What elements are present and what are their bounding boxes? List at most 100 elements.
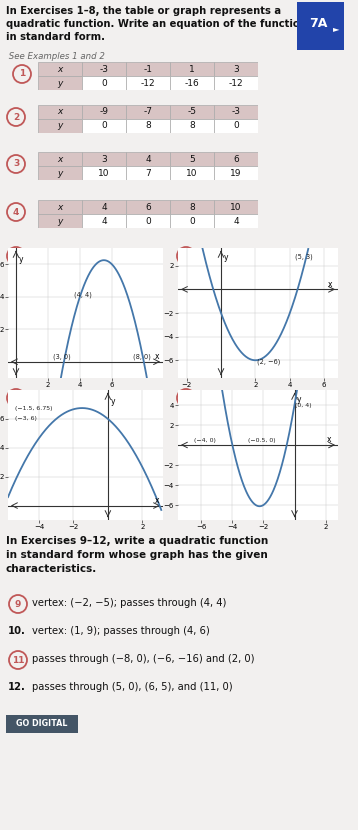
Text: (8, 0): (8, 0) [133,354,150,360]
Bar [170,119,214,133]
Text: 7: 7 [13,393,19,403]
Bar [82,105,126,119]
Text: (2, −6): (2, −6) [257,359,281,365]
Text: 0: 0 [101,79,107,87]
Text: y: y [57,79,63,87]
Text: x: x [57,154,63,164]
Text: ►: ► [333,23,340,32]
Text: In Exercises 9–12, write a quadratic function
in standard form whose graph has t: In Exercises 9–12, write a quadratic fun… [6,536,268,574]
Text: 0: 0 [233,121,239,130]
Text: 7: 7 [145,168,151,178]
Text: 9: 9 [15,599,21,608]
Text: x: x [57,203,63,212]
Text: 7A: 7A [309,17,327,30]
Text: 11: 11 [12,656,24,665]
Text: 8: 8 [183,393,189,403]
Text: y: y [297,395,301,404]
Text: 4: 4 [145,154,151,164]
Bar [170,200,214,214]
Bar [170,152,214,166]
Bar [214,105,258,119]
Text: x: x [327,435,332,444]
Bar [38,105,82,119]
Text: 4: 4 [101,217,107,226]
Bar [38,200,82,214]
Text: See Examples 1 and 2: See Examples 1 and 2 [6,52,108,61]
Text: x: x [57,65,63,74]
Bar [126,119,170,133]
Bar [82,119,126,133]
Text: (−1.5, 6.75): (−1.5, 6.75) [15,406,52,411]
Bar [82,62,126,76]
Text: 10.: 10. [8,626,26,636]
Text: 1: 1 [19,70,25,79]
Text: GO DIGITAL: GO DIGITAL [16,720,68,729]
Text: In Exercises 1–8, the table or graph represents a
quadratic function. Write an e: In Exercises 1–8, the table or graph rep… [6,6,307,42]
Bar [38,119,82,133]
Text: 5: 5 [189,154,195,164]
Bar [126,166,170,180]
Text: (−0.5, 0): (−0.5, 0) [248,438,276,443]
Bar [38,62,82,76]
Text: (5, 3): (5, 3) [295,254,313,260]
Bar [38,166,82,180]
Bar [126,214,170,228]
Text: (−4, 0): (−4, 0) [194,438,216,443]
Bar [126,200,170,214]
Text: 5: 5 [13,251,19,261]
Bar [126,76,170,90]
Bar [170,166,214,180]
Text: y: y [224,252,228,261]
Text: 10: 10 [186,168,198,178]
Text: y: y [57,168,63,178]
Text: x: x [57,108,63,116]
Text: -1: -1 [144,65,153,74]
Text: 6: 6 [233,154,239,164]
Text: -3: -3 [232,108,241,116]
Text: 10: 10 [98,168,110,178]
Bar [214,152,258,166]
Text: 4: 4 [13,208,19,217]
Bar [38,152,82,166]
Text: 6: 6 [183,251,189,261]
Text: 3: 3 [233,65,239,74]
Text: 12.: 12. [8,682,26,692]
Text: (0, 4): (0, 4) [295,403,312,408]
Text: vertex: (−2, −5); passes through (4, 4): vertex: (−2, −5); passes through (4, 4) [32,598,226,608]
Bar [214,119,258,133]
Text: -16: -16 [185,79,199,87]
Bar [170,105,214,119]
Text: 8: 8 [189,203,195,212]
Text: (3, 0): (3, 0) [53,354,71,360]
Bar [214,200,258,214]
Text: 4: 4 [101,203,107,212]
Text: vertex: (1, 9); passes through (4, 6): vertex: (1, 9); passes through (4, 6) [32,626,210,636]
Text: 4: 4 [233,217,239,226]
Text: passes through (−8, 0), (−6, −16) and (2, 0): passes through (−8, 0), (−6, −16) and (2… [32,654,255,664]
Text: x: x [328,280,332,289]
Bar [82,166,126,180]
Bar [126,152,170,166]
Bar [38,214,82,228]
Bar [170,214,214,228]
Text: 0: 0 [101,121,107,130]
Text: y: y [57,217,63,226]
Text: x: x [155,352,160,361]
Bar [214,214,258,228]
Bar [170,62,214,76]
Text: -3: -3 [100,65,108,74]
Text: y: y [111,398,115,406]
Text: 3: 3 [101,154,107,164]
Text: 10: 10 [230,203,242,212]
Bar [214,62,258,76]
Text: 0: 0 [189,217,195,226]
Bar [126,62,170,76]
Text: -7: -7 [144,108,153,116]
Text: 3: 3 [13,159,19,168]
Text: y: y [19,255,24,263]
Text: -9: -9 [100,108,108,116]
Bar [82,76,126,90]
Text: -5: -5 [188,108,197,116]
Bar [126,105,170,119]
Text: passes through (5, 0), (6, 5), and (11, 0): passes through (5, 0), (6, 5), and (11, … [32,682,233,692]
